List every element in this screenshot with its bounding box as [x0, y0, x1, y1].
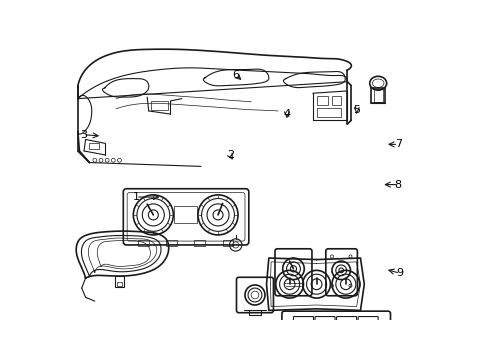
Text: 4: 4	[283, 109, 291, 119]
Bar	[317, 108, 341, 117]
Bar	[89, 143, 98, 149]
Bar	[115, 276, 124, 287]
Bar	[167, 240, 177, 246]
Bar	[371, 88, 385, 103]
Bar	[151, 101, 168, 110]
Bar	[174, 206, 197, 222]
Bar	[138, 240, 149, 246]
Text: 6: 6	[233, 70, 240, 80]
Text: 2: 2	[227, 150, 234, 161]
Bar	[373, 89, 383, 102]
Text: 7: 7	[395, 139, 402, 149]
Text: 8: 8	[395, 180, 402, 190]
Bar	[317, 95, 328, 105]
Text: 1: 1	[133, 192, 140, 202]
Text: 3: 3	[80, 130, 87, 140]
Bar	[332, 95, 341, 105]
Bar	[194, 240, 205, 246]
Text: 5: 5	[353, 105, 360, 115]
Bar	[117, 282, 122, 286]
Text: 9: 9	[396, 268, 404, 278]
Bar	[222, 240, 233, 246]
